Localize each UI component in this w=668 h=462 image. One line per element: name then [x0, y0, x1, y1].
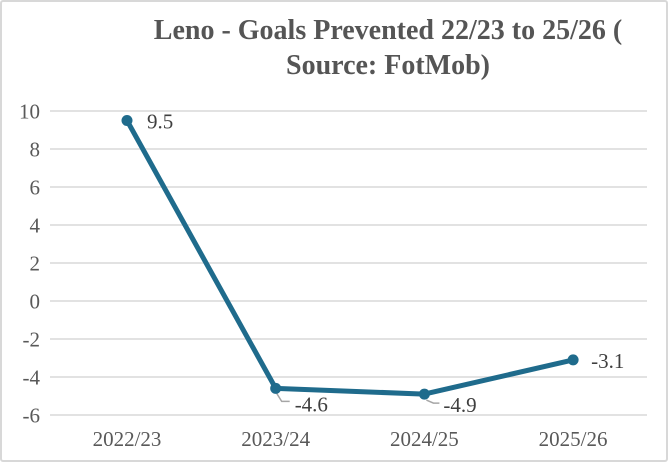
- leader-line: [426, 399, 440, 404]
- data-point-label: -4.6: [295, 392, 328, 416]
- y-tick-label: 2: [30, 252, 41, 276]
- x-tick-label: 2024/25: [390, 427, 459, 451]
- data-line: [124, 118, 576, 397]
- y-tick-label: 10: [19, 100, 40, 124]
- y-tick-label: 8: [30, 138, 41, 162]
- data-point-marker: [270, 382, 282, 394]
- data-point-marker: [567, 354, 579, 366]
- x-tick-label: 2025/26: [539, 427, 608, 451]
- chart-title-line1: Leno - Goals Prevented 22/23 to 25/26 (: [153, 15, 623, 46]
- leader-line: [276, 393, 290, 403]
- y-tick-label: 6: [30, 176, 41, 200]
- x-tick-label: 2023/24: [241, 427, 310, 451]
- chart-title-line2: Source: FotMob): [286, 50, 490, 81]
- data-point-marker: [121, 115, 133, 126]
- y-tick-label: -2: [23, 328, 41, 352]
- chart-title: Leno - Goals Prevented 22/23 to 25/26 ( …: [136, 13, 640, 83]
- y-tick-label: -6: [23, 404, 41, 428]
- data-point-label: -4.9: [443, 393, 476, 417]
- x-tick-label: 2022/23: [93, 427, 162, 451]
- y-tick-label: 0: [30, 290, 41, 314]
- y-tick-label: -4: [23, 366, 41, 390]
- y-tick-label: 4: [30, 214, 41, 238]
- data-point-marker: [418, 388, 430, 400]
- data-point-label: 9.5: [147, 110, 173, 134]
- data-point-label: -3.1: [591, 349, 624, 373]
